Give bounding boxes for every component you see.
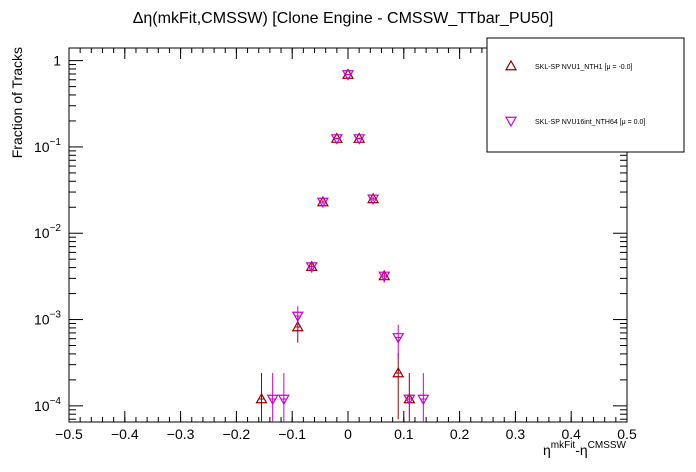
y-tick-label: 10−4 [34, 396, 61, 414]
series-1 [255, 68, 416, 422]
y-axis-label: Fraction of Tracks [9, 47, 25, 158]
y-tick-label: 10−1 [34, 137, 61, 155]
data-point [353, 132, 366, 143]
legend-box [486, 37, 685, 153]
data-point [291, 311, 304, 323]
data-point [266, 394, 279, 406]
x-tick-label: 0.4 [561, 426, 581, 442]
x-tick-label: −0.2 [223, 426, 251, 442]
legend-entry: SKL-SP NVU1_NTH1 [μ = -0.0] [535, 64, 633, 71]
x-axis-label-sup2: CMSSW [588, 440, 627, 451]
data-point [392, 333, 405, 344]
data-point [341, 70, 355, 81]
data-point [417, 394, 430, 406]
data-point [291, 320, 304, 332]
x-tick-label: 0 [344, 426, 352, 442]
data-point [378, 271, 391, 283]
y-tick-label: 1 [53, 53, 61, 69]
legend-marker [504, 116, 518, 128]
x-tick-label: 0.5 [617, 426, 637, 442]
data-point [330, 134, 343, 145]
x-tick-label: 0.1 [394, 426, 414, 442]
y-tick-label: 10−2 [34, 223, 61, 241]
data-point [341, 68, 355, 79]
data-point [305, 262, 318, 273]
x-tick-label: −0.5 [55, 426, 83, 442]
y-tick-label: 10−3 [34, 310, 61, 328]
data-point [367, 194, 380, 206]
x-tick-label: 0.3 [506, 426, 526, 442]
legend-marker [504, 59, 518, 71]
data-point [277, 394, 290, 406]
x-axis-label-base: η [543, 442, 551, 458]
chart-title: Δη(mkFit,CMSSW) [Clone Engine - CMSSW_TT… [133, 10, 554, 27]
x-tick-label: −0.1 [278, 426, 306, 442]
data-point [367, 192, 380, 204]
legend-entry: SKL-SP NVU16int_NTH64 [μ = 0.0] [535, 119, 645, 126]
x-tick-label: 0.2 [450, 426, 470, 442]
data-point [403, 394, 416, 406]
data-point [316, 197, 329, 209]
series-2 [266, 70, 430, 422]
data-point [255, 392, 268, 404]
data-point [353, 134, 366, 145]
x-axis-label-mid: -η [575, 442, 587, 458]
x-tick-label: −0.3 [167, 426, 195, 442]
x-axis-label: ηmkFit-ηCMSSW [543, 440, 627, 458]
x-tick-label: −0.4 [111, 426, 139, 442]
x-axis-label-sup1: mkFit [551, 440, 576, 451]
data-point [392, 366, 405, 378]
data-point [330, 132, 343, 143]
data-point [316, 195, 329, 207]
